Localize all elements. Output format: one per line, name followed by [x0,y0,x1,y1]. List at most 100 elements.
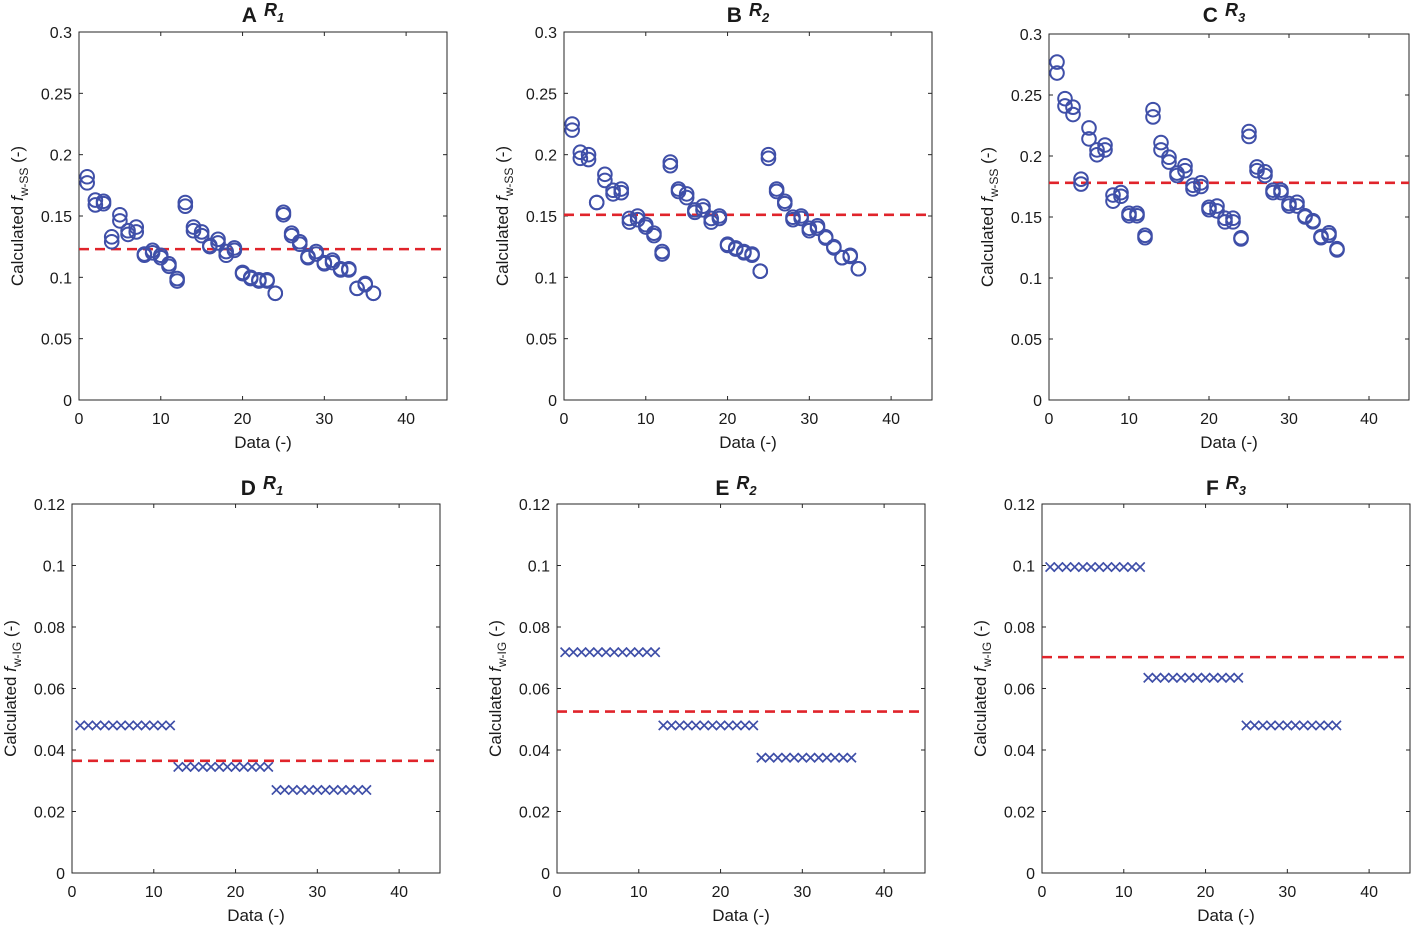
y-label-text: Calculated [971,672,990,757]
data-point [748,720,759,731]
data-point [140,720,151,731]
y-tick-label: 0.08 [519,620,550,637]
data-point [1177,157,1193,174]
data-point [74,720,86,731]
y-tick-label: 0 [548,393,557,410]
data-point [621,214,638,230]
y-tick-label: 0.3 [535,25,557,42]
data-point [744,247,760,264]
panel-letter: A [242,4,257,27]
data-point [1049,65,1065,81]
data-point [654,246,670,262]
x-tick-label: 40 [1360,411,1378,428]
data-point [152,249,169,266]
x-tick-label: 0 [1045,411,1054,428]
data-point [79,175,95,191]
data-point [1145,101,1161,118]
data-point [353,784,364,796]
y-tick-label: 0.25 [526,86,557,103]
data-point [842,248,859,265]
data-point [1121,207,1137,224]
data-point [756,752,767,763]
x-axis-label: Data (-) [712,906,770,925]
axes-frame [1041,503,1411,874]
y-tick-label: 0.15 [1011,210,1042,227]
data-point [181,761,192,773]
data-point [662,157,679,174]
data-point [801,222,818,239]
panel-variable: R [749,0,762,20]
y-label-text: Calculated [486,672,505,757]
data-point [164,720,176,731]
data-point [242,270,259,287]
panel-variable: R [1226,473,1239,493]
y-label-text: Calculated [1,672,20,757]
y-label-variable: f [971,665,990,672]
x-tick-label: 30 [1280,411,1298,428]
x-tick-label: 0 [553,884,562,901]
data-point [267,285,284,302]
data-point [780,752,792,763]
panel-variable-subscript: 3 [1239,483,1247,498]
data-point [1273,184,1289,201]
data-point [711,210,728,227]
x-tick-label: 10 [1120,411,1138,428]
chart-panel-d: 0 10 20 30 40 0 0.02 0.04 0.06 0.08 0.1 0.12 Data (-… [1,473,441,925]
data-point [1331,720,1342,731]
y-tick-label: 0.2 [50,148,72,165]
data-point [365,285,382,302]
data-point [1289,198,1305,214]
data-point [83,720,94,731]
data-point [1224,672,1236,683]
data-point [1105,193,1121,209]
data-point [564,122,580,138]
data-point [846,752,857,763]
data-point [1305,214,1321,230]
data-point [271,784,282,796]
x-tick-label: 20 [227,884,245,901]
data-point [834,249,850,266]
chart-panel-f: 0 10 20 30 40 0 0.02 0.04 0.06 0.08 0.1 0.12 Data (-… [971,473,1411,925]
data-point [1089,146,1105,163]
data-point [251,273,267,289]
y-axis-label: Calculated fw-IG (-) [1,620,24,757]
data-point [344,784,356,796]
data-point [838,752,849,763]
data-point [559,647,571,658]
y-label-suffix: (-) [486,620,505,642]
data-point [103,229,120,245]
data-point [1323,720,1334,731]
data-point [1044,561,1056,573]
y-label-variable: f [978,195,997,202]
data-point [136,247,153,264]
x-axis-label: Data (-) [1197,906,1255,925]
data-point [1065,99,1081,115]
data-point [357,276,374,293]
data-point [1297,209,1313,225]
y-label-subscript: w-SS [17,168,31,198]
data-point [1126,561,1138,573]
data-point [633,647,644,658]
data-point [580,151,597,168]
data-point [760,150,777,167]
data-point [197,761,209,773]
data-point [609,647,620,658]
data-point [777,195,793,212]
data-point [764,752,775,763]
x-tick-label: 20 [1200,411,1218,428]
data-point [230,761,241,773]
panel-title: F R3 [1206,473,1247,500]
y-axis-label: Calculated fw-SS (-) [493,146,516,286]
panel-title: C R3 [1203,0,1246,27]
data-point [1225,214,1241,230]
x-tick-label: 20 [719,411,737,428]
data-point [821,752,833,763]
data-point [107,720,119,731]
panel-letter: B [727,4,742,27]
data-point [687,204,703,221]
panel-title: E R2 [715,473,757,500]
x-tick-label: 0 [75,411,84,428]
data-point [1049,54,1065,70]
data-point [707,720,718,731]
data-point [120,226,136,243]
